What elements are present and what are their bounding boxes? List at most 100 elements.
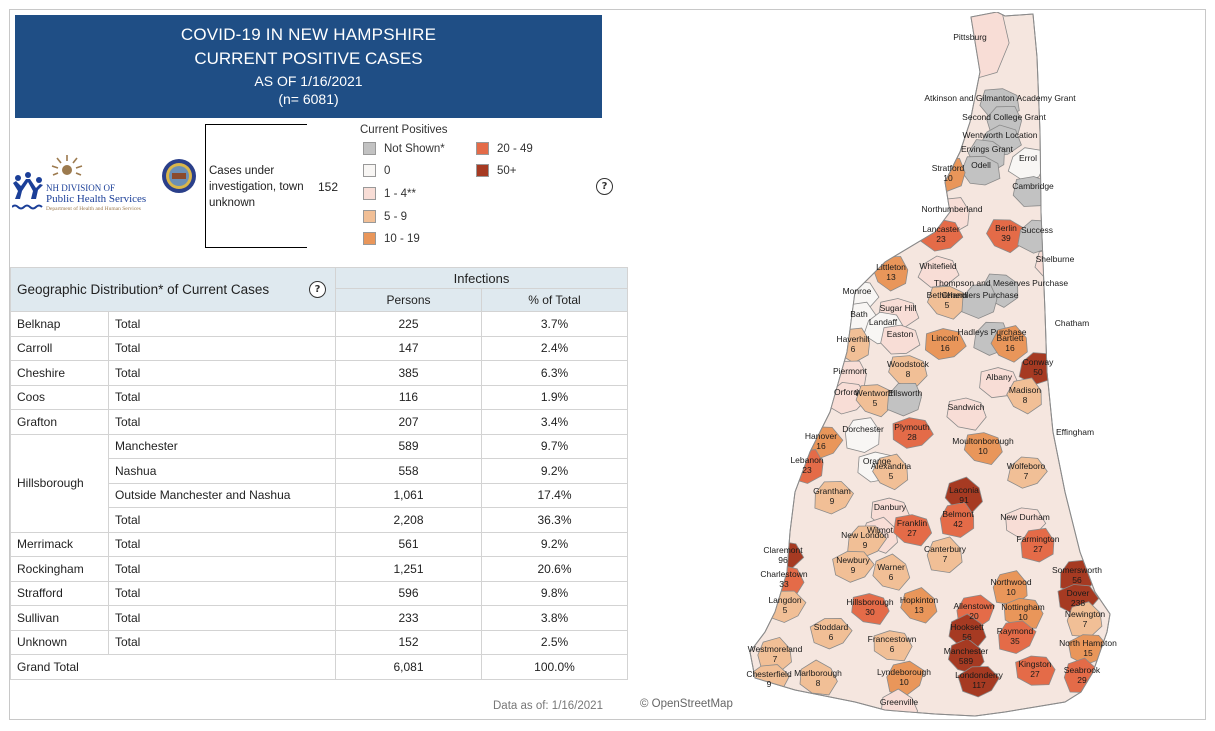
town-region[interactable] — [924, 328, 967, 360]
town-region[interactable] — [872, 553, 911, 591]
town-region[interactable] — [990, 325, 1028, 363]
town-region[interactable] — [963, 432, 1003, 466]
town-region[interactable] — [1020, 527, 1055, 563]
table-row[interactable]: Belknap Total 225 3.7% — [10, 311, 628, 337]
persons-cell: 225 — [335, 311, 482, 337]
town-region[interactable] — [886, 660, 925, 696]
logo-line-1: NH DIVISION OF — [46, 183, 115, 193]
town-region[interactable] — [799, 659, 838, 696]
town-label: Plymouth — [894, 422, 930, 432]
legend-item-not-shown[interactable]: Not Shown* — [363, 142, 445, 155]
county-cell: Sullivan — [10, 605, 109, 631]
town-region[interactable] — [986, 219, 1025, 254]
town-region[interactable] — [939, 501, 975, 538]
town-region[interactable] — [1003, 597, 1044, 629]
pct-cell: 9.2% — [481, 458, 628, 484]
town-label: Hillsborough — [846, 597, 894, 607]
town-region[interactable] — [1007, 456, 1048, 489]
pct-header[interactable]: % of Total — [481, 288, 628, 312]
town-region[interactable] — [886, 382, 922, 417]
town-region[interactable] — [957, 666, 1000, 698]
town-label: Easton — [887, 329, 914, 339]
table-row[interactable]: Unknown Total 152 2.5% — [10, 629, 628, 655]
town-count: 9 — [863, 540, 868, 550]
town-count: 13 — [914, 605, 924, 615]
town-region[interactable] — [926, 536, 963, 574]
pct-cell: 9.8% — [481, 580, 628, 606]
sub-area-cell: Total — [108, 360, 336, 386]
table-row[interactable]: Carroll Total 147 2.4% — [10, 335, 628, 361]
town-label: Littleton — [876, 262, 906, 272]
town-count: 6 — [890, 644, 895, 654]
town-region[interactable] — [844, 417, 880, 453]
town-count: 9 — [767, 679, 772, 689]
town-region[interactable] — [809, 617, 853, 650]
table-row[interactable]: Coos Total 116 1.9% — [10, 384, 628, 410]
town-count: 16 — [940, 343, 950, 353]
town-region[interactable] — [961, 284, 998, 319]
town-region[interactable] — [855, 384, 894, 418]
unknown-town-box — [205, 124, 307, 248]
legend-item-zero[interactable]: 0 — [363, 164, 390, 177]
town-region[interactable] — [851, 593, 890, 625]
table-row[interactable]: Merrimack Total 561 9.2% — [10, 531, 628, 557]
table-row[interactable]: Hillsborough Manchester 589 9.7% — [10, 433, 628, 533]
town-count: 10 — [978, 446, 988, 456]
table-help-icon[interactable]: ? — [309, 281, 326, 298]
town-region[interactable] — [880, 324, 921, 355]
town-label: Errol — [1019, 153, 1037, 163]
town-label: Newington — [1065, 609, 1105, 619]
table-row[interactable]: Strafford Total 596 9.8% — [10, 580, 628, 606]
town-region[interactable] — [814, 481, 855, 515]
legend-item-10-19[interactable]: 10 - 19 — [363, 232, 420, 245]
county-cell: Unknown — [10, 629, 109, 655]
town-count: 7 — [1024, 471, 1029, 481]
town-region[interactable] — [873, 630, 913, 662]
town-region[interactable] — [900, 587, 938, 624]
legend-item-5-9[interactable]: 5 - 9 — [363, 210, 407, 223]
town-label: Lincoln — [932, 333, 959, 343]
town-count: 13 — [886, 272, 896, 282]
legend-item-50-plus[interactable]: 50+ — [476, 164, 517, 177]
town-label: Northwood — [990, 577, 1031, 587]
nh-town-map[interactable]: Pittsburg Atkinson and Gilmanton Academy … — [735, 12, 1135, 720]
legend-item-1-4[interactable]: 1 - 4** — [363, 187, 416, 200]
table-row[interactable]: Grafton Total 207 3.4% — [10, 409, 628, 435]
town-region[interactable] — [1056, 418, 1094, 457]
pct-cell: 6.3% — [481, 360, 628, 386]
town-label: Bethlehem — [927, 290, 968, 300]
town-count: 23 — [936, 234, 946, 244]
map-attribution[interactable]: © OpenStreetMap — [640, 698, 733, 710]
town-count: 7 — [773, 654, 778, 664]
town-label: Hooksett — [950, 622, 984, 632]
town-label: Chandlers Purchase — [941, 290, 1018, 300]
county-cell: Strafford — [10, 580, 109, 606]
legend-item-20-49[interactable]: 20 - 49 — [476, 142, 533, 155]
town-labels: Pittsburg Atkinson and Gilmanton Academy … — [746, 32, 1117, 707]
town-region[interactable] — [923, 12, 1010, 84]
town-region[interactable] — [1007, 147, 1046, 181]
town-region[interactable] — [998, 620, 1037, 654]
town-region[interactable] — [892, 417, 934, 449]
table-row[interactable]: Sullivan Total 233 3.8% — [10, 605, 628, 631]
grand-total-label: Grand Total — [10, 654, 336, 680]
town-region[interactable] — [872, 453, 909, 491]
table-row[interactable]: Rockingham Total 1,251 20.6% — [10, 556, 628, 582]
legend-help-icon[interactable]: ? — [596, 178, 613, 195]
sub-area-cell: Total — [108, 556, 336, 582]
town-label: Albany — [986, 372, 1013, 382]
town-region[interactable] — [832, 550, 875, 583]
town-region[interactable] — [1006, 377, 1042, 415]
town-region[interactable] — [947, 638, 985, 675]
town-region[interactable] — [927, 285, 967, 320]
data-as-of: Data as of: 1/16/2021 — [493, 700, 603, 712]
town-count: 50 — [1033, 367, 1043, 377]
table-row[interactable]: Cheshire Total 385 6.3% — [10, 360, 628, 386]
table-row[interactable]: Nashua 558 9.2% — [11, 458, 628, 484]
persons-header[interactable]: Persons — [335, 288, 482, 312]
town-count: 238 — [1071, 598, 1085, 608]
town-region[interactable] — [1015, 655, 1056, 686]
town-region[interactable] — [946, 397, 987, 431]
town-region[interactable] — [917, 255, 960, 288]
town-region[interactable] — [893, 514, 933, 547]
